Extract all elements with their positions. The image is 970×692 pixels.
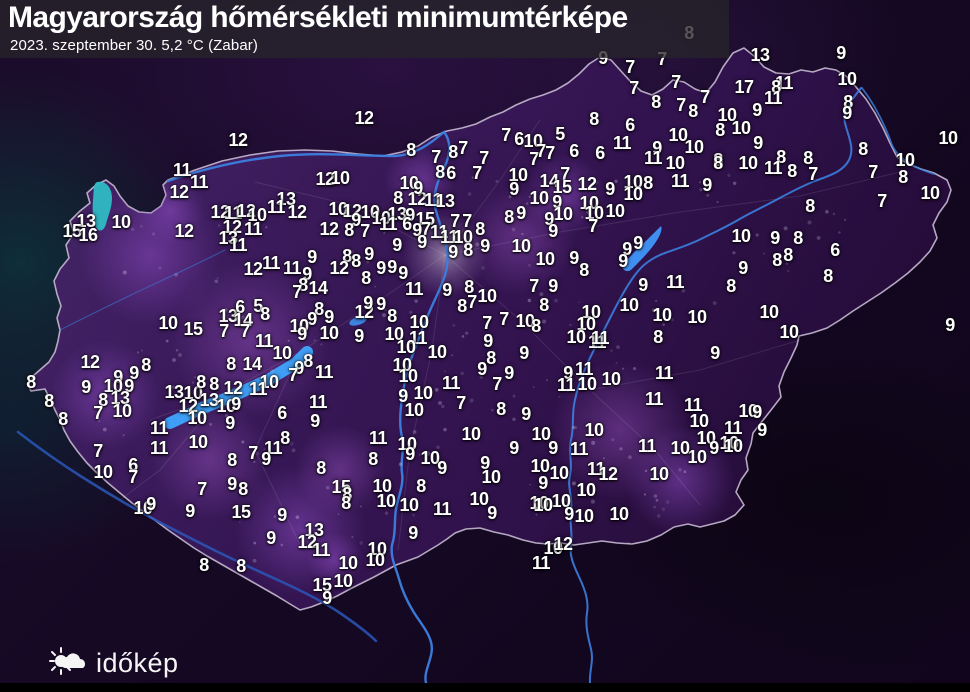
idokep-logo: időkép <box>48 646 179 680</box>
raba-river <box>59 249 226 331</box>
logo-text: időkép <box>96 647 179 678</box>
rivers <box>16 87 935 692</box>
cloud-sun-icon <box>48 646 88 680</box>
tisza-river <box>568 87 862 684</box>
lake-velence <box>349 316 367 326</box>
map-subtitle: 2023. szeptember 30. 5,2 °C (Zabar) <box>10 37 258 54</box>
settlement-dots <box>97 173 847 563</box>
lakes <box>92 181 662 429</box>
title-bar: Magyarország hőmérsékleti minimumtérképe… <box>0 0 729 58</box>
lake-balaton <box>164 346 313 429</box>
danube-river <box>166 130 451 692</box>
lake-tisza <box>622 226 662 272</box>
bottom-bar <box>0 683 970 692</box>
terrain-glow-layer <box>50 145 735 595</box>
map-title: Magyarország hőmérsékleti minimumtérképe <box>8 1 628 34</box>
ne-border-river <box>861 87 935 175</box>
lake-ferto <box>92 181 112 231</box>
drava-river <box>16 430 378 643</box>
